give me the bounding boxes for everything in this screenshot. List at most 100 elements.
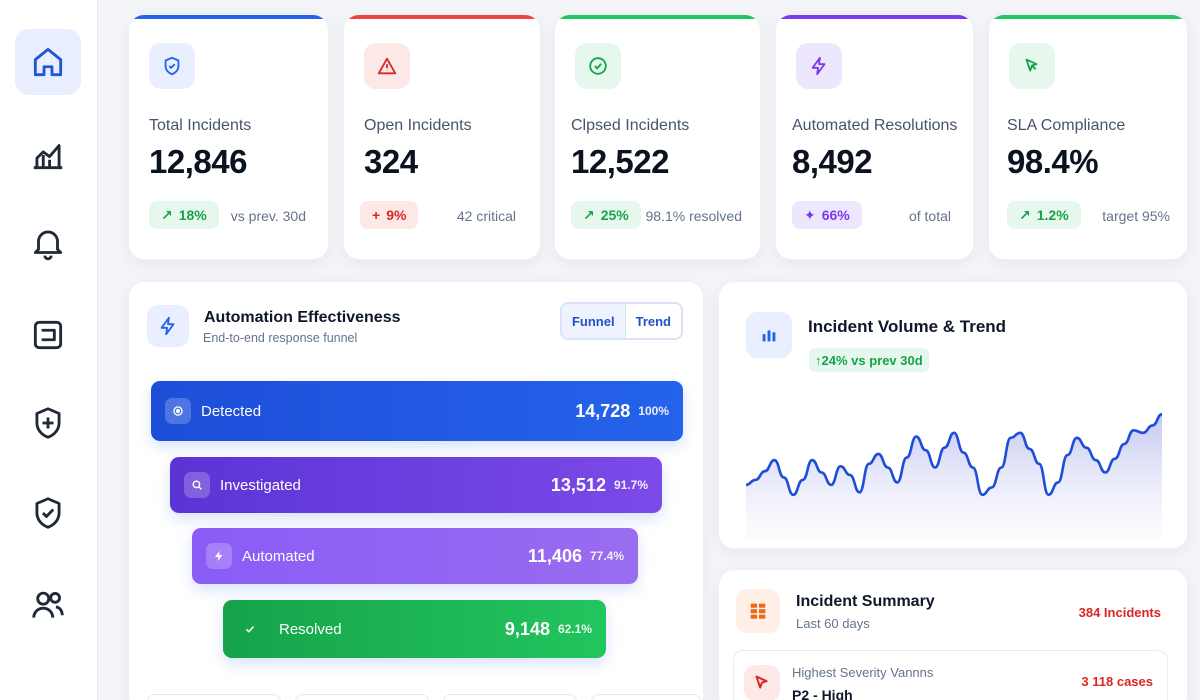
- card-accent-bar: [555, 15, 760, 19]
- kpi-note: target 95%: [1102, 208, 1170, 224]
- toggle-trend[interactable]: Trend: [635, 313, 671, 329]
- kpi-note: vs prev. 30d: [230, 208, 306, 224]
- sidebar-item-alerts[interactable]: [15, 210, 81, 276]
- cursor-icon: [744, 665, 780, 700]
- trend-badge: ↑24% vs prev 30d: [809, 348, 929, 372]
- toggle-funnel[interactable]: Funnel: [561, 304, 626, 338]
- trend-line: [746, 412, 1162, 497]
- grid-icon: [736, 589, 780, 633]
- funnel-stage-resolved[interactable]: Resolved 9,148 62.1%: [223, 600, 606, 658]
- card-accent-bar: [129, 15, 328, 19]
- sidebar-item-home[interactable]: [15, 29, 81, 95]
- kpi-card-automated-resolutions[interactable]: Automated Resolutions 8,492 ✦ 66% of tota…: [775, 14, 974, 260]
- kpi-delta-badge: ↗ 18%: [149, 201, 219, 229]
- shield-check-icon: [35, 497, 61, 529]
- users-icon: [32, 591, 64, 618]
- panel-title: Automation Effectiveness: [204, 309, 401, 326]
- incident-volume-panel: Incident Volume & Trend ↑24% vs prev 30d: [718, 281, 1188, 549]
- footer-chip: [147, 694, 281, 700]
- card-accent-bar: [776, 15, 973, 19]
- funnel-stage-name: Resolved: [279, 620, 342, 638]
- severity-row[interactable]: Highest Severity Vannns P2 - High 3 118 …: [733, 650, 1168, 700]
- bar-chart-icon: [746, 312, 792, 358]
- warning-icon: [364, 43, 410, 89]
- incident-total: 384 Incidents: [1078, 605, 1161, 620]
- automation-effectiveness-panel: Automation Effectiveness End-to-end resp…: [128, 281, 704, 700]
- sidebar-item-analytics[interactable]: [15, 122, 81, 188]
- kpi-delta-badge: +9%: [360, 201, 419, 229]
- card-accent-bar: [344, 15, 540, 19]
- check-circle-icon: [575, 43, 621, 89]
- sidebar-item-windows[interactable]: [15, 302, 81, 368]
- kpi-delta-badge: ↗ 25%: [571, 201, 641, 229]
- kpi-note: 98.1% resolved: [645, 208, 742, 224]
- bell-icon: [33, 230, 63, 261]
- card-accent-bar: [989, 15, 1187, 19]
- kpi-value: 8,492: [792, 143, 873, 180]
- funnel-stage-investigated[interactable]: Investigated 13,512 91.7%: [170, 457, 662, 513]
- kpi-label: SLA Compliance: [1007, 117, 1126, 134]
- funnel-stage-value: 14,728: [575, 400, 631, 421]
- check-icon: [237, 616, 263, 642]
- trend-up-icon: ↗: [583, 206, 595, 223]
- incident-summary-panel: Incident Summary Last 60 days 384 Incide…: [718, 569, 1188, 700]
- footer-chip: [591, 694, 701, 700]
- panel-subtitle: End-to-end response funnel: [203, 331, 358, 345]
- search-icon: [184, 472, 210, 498]
- kpi-label: Open Incidents: [364, 117, 472, 134]
- kpi-note: 42 critical: [456, 208, 516, 224]
- kpi-value: 324: [364, 143, 418, 180]
- panel-subtitle: Last 60 days: [796, 616, 870, 631]
- increase-icon: +: [372, 207, 381, 223]
- funnel-stage-name: Detected: [201, 402, 262, 420]
- kpi-note: of total: [908, 208, 951, 224]
- sidebar-item-compliance[interactable]: [15, 480, 81, 546]
- footer-chip: [295, 694, 429, 700]
- sidebar-item-users[interactable]: [15, 572, 81, 638]
- analytics-icon: [33, 144, 63, 170]
- severity-count: 3 118 cases: [1081, 674, 1153, 689]
- trend-up-icon: ↗: [1019, 206, 1031, 223]
- kpi-card-closed-incidents[interactable]: Clpsed Incidents 12,522 ↗ 25% 98.1% resol…: [554, 14, 761, 260]
- sidebar-item-security[interactable]: [15, 390, 81, 456]
- footer-chip: [443, 694, 577, 700]
- severity-value: P2 - High: [792, 687, 853, 700]
- lightning-icon: [206, 543, 232, 569]
- funnel-stage-automated[interactable]: Automated 11,406 77.4%: [192, 528, 638, 584]
- funnel-stage-value: 13,512: [550, 474, 606, 495]
- funnel-stage-percent: 77.4%: [589, 549, 624, 563]
- kpi-label: Total Incidents: [149, 117, 252, 134]
- kpi-card-open-incidents[interactable]: Open Incidents 324 +9% 42 critical: [343, 14, 541, 260]
- eye-icon: [165, 398, 191, 424]
- kpi-value: 98.4%: [1007, 143, 1099, 180]
- incident-trend-chart: [746, 412, 1162, 540]
- funnel-stage-value: 9,148: [504, 618, 550, 639]
- window-icon: [33, 320, 63, 350]
- shield-icon: [149, 43, 195, 89]
- lightning-icon: [796, 43, 842, 89]
- home-icon: [33, 47, 63, 77]
- severity-label: Highest Severity Vannns: [792, 665, 934, 680]
- funnel-stage-name: Investigated: [220, 476, 301, 494]
- trend-up-icon: ↗: [161, 206, 173, 223]
- sparkle-icon: ✦: [804, 206, 816, 223]
- funnel-stage-value: 11,406: [527, 545, 582, 566]
- shield-plus-icon: [35, 407, 61, 439]
- funnel-stage-detected[interactable]: Detected 14,728 100%: [151, 381, 683, 441]
- funnel-stage-percent: 62.1%: [557, 622, 592, 636]
- view-toggle: Funnel Trend: [559, 302, 683, 340]
- kpi-label: Automated Resolutions: [792, 117, 958, 134]
- lightning-icon: [147, 305, 189, 347]
- trend-area: [746, 414, 1162, 540]
- sidebar: [0, 0, 98, 700]
- funnel-stage-percent: 100%: [638, 404, 669, 418]
- kpi-delta-badge: ↗ 1.2%: [1007, 201, 1081, 229]
- kpi-card-total-incidents[interactable]: Total Incidents 12,846 ↗ 18% vs prev. 30d: [128, 14, 329, 260]
- kpi-card-sla-compliance[interactable]: SLA Compliance 98.4% ↗ 1.2% target 95%: [988, 14, 1188, 260]
- kpi-value: 12,522: [571, 143, 669, 180]
- kpi-delta-badge: ✦ 66%: [792, 201, 862, 229]
- kpi-value: 12,846: [149, 143, 247, 180]
- kpi-label: Clpsed Incidents: [571, 117, 690, 134]
- panel-title: Incident Summary: [796, 593, 935, 610]
- cursor-icon: [1009, 43, 1055, 89]
